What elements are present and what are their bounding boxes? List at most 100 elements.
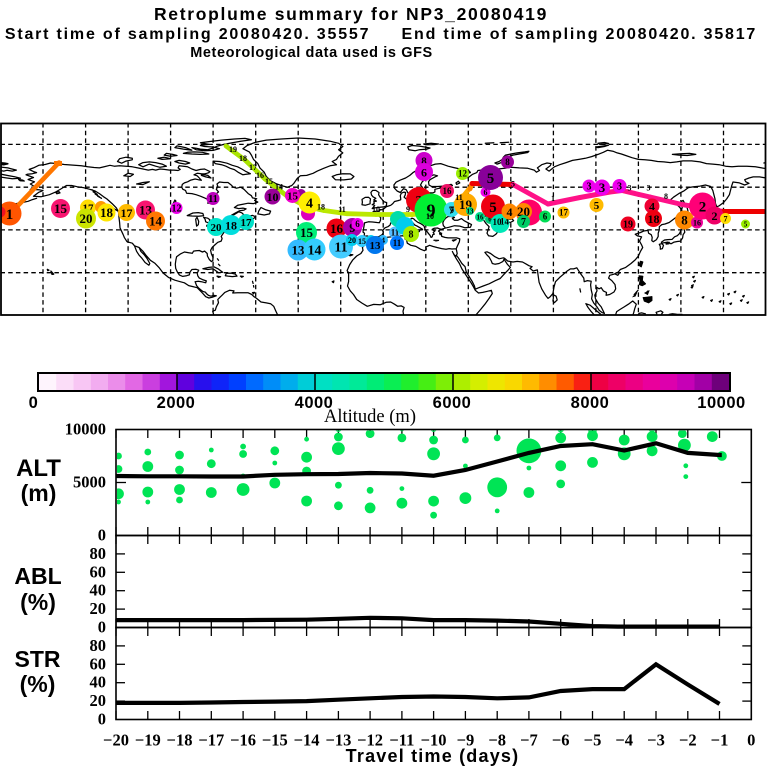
svg-text:2000: 2000 [157, 394, 196, 412]
svg-text:ALT: ALT [16, 455, 61, 482]
svg-text:8: 8 [505, 157, 510, 167]
svg-text:(%): (%) [20, 671, 56, 697]
svg-text:15: 15 [300, 225, 314, 240]
svg-text:6: 6 [355, 219, 360, 229]
svg-text:5000: 5000 [73, 473, 106, 492]
svg-text:−1: −1 [711, 731, 729, 750]
svg-text:4: 4 [381, 236, 385, 245]
svg-text:6: 6 [484, 188, 488, 197]
svg-text:−9: −9 [457, 731, 475, 750]
svg-text:2: 2 [699, 199, 707, 215]
svg-text:12: 12 [458, 169, 468, 179]
svg-text:1: 1 [551, 194, 555, 203]
svg-text:0: 0 [747, 731, 755, 750]
svg-text:7: 7 [521, 217, 526, 228]
svg-text:14: 14 [275, 183, 283, 192]
svg-text:−15: −15 [262, 731, 288, 750]
svg-text:13: 13 [292, 243, 306, 258]
svg-text:17: 17 [121, 206, 133, 220]
svg-text:1: 1 [6, 207, 14, 223]
svg-text:17: 17 [249, 163, 257, 172]
svg-text:5: 5 [594, 200, 600, 212]
svg-text:18: 18 [100, 205, 114, 220]
svg-text:−3: −3 [647, 731, 665, 750]
svg-text:4: 4 [507, 205, 513, 219]
svg-text:Travel time (days): Travel time (days) [346, 746, 520, 766]
svg-text:3: 3 [617, 182, 622, 193]
svg-text:13: 13 [467, 208, 475, 216]
svg-text:Retroplume summary for NP3_200: Retroplume summary for NP3_20080419 [154, 4, 548, 24]
svg-text:17: 17 [559, 208, 569, 218]
svg-text:6: 6 [421, 165, 427, 179]
svg-text:6000: 6000 [433, 394, 472, 412]
svg-text:−18: −18 [167, 731, 193, 750]
svg-text:7: 7 [449, 205, 455, 217]
svg-text:5: 5 [487, 171, 495, 187]
svg-text:9: 9 [349, 220, 356, 235]
svg-text:13: 13 [370, 240, 382, 252]
svg-text:4: 4 [649, 199, 655, 213]
svg-text:9: 9 [406, 205, 410, 214]
svg-text:14: 14 [149, 214, 163, 229]
svg-text:−19: −19 [135, 731, 161, 750]
svg-text:12: 12 [172, 204, 182, 215]
svg-text:0: 0 [29, 394, 39, 412]
svg-text:Altitude (m): Altitude (m) [324, 407, 416, 427]
svg-text:ABL: ABL [14, 563, 61, 589]
svg-text:19: 19 [229, 145, 237, 154]
svg-text:5: 5 [744, 221, 748, 229]
svg-text:80: 80 [90, 636, 107, 655]
svg-text:16: 16 [477, 214, 485, 222]
svg-text:20: 20 [90, 599, 107, 618]
svg-text:8: 8 [409, 230, 414, 241]
svg-text:19: 19 [623, 220, 633, 231]
svg-text:8: 8 [664, 192, 668, 201]
svg-text:(m): (m) [21, 480, 57, 506]
svg-text:17: 17 [241, 217, 253, 229]
svg-text:10: 10 [426, 212, 434, 221]
svg-text:10000: 10000 [65, 420, 106, 439]
svg-text:14: 14 [308, 244, 322, 259]
svg-text:−5: −5 [584, 731, 602, 750]
svg-text:11: 11 [334, 241, 347, 256]
svg-text:Start time of sampling 2008042: Start time of sampling 20080420. 35557 E… [5, 26, 757, 43]
svg-text:4000: 4000 [295, 394, 334, 412]
svg-text:5: 5 [511, 180, 515, 189]
svg-text:−14: −14 [294, 731, 320, 750]
svg-text:16: 16 [443, 186, 453, 196]
svg-text:2: 2 [712, 209, 718, 223]
svg-text:18: 18 [225, 218, 237, 232]
svg-text:11: 11 [208, 194, 217, 205]
svg-text:60: 60 [90, 562, 107, 581]
svg-text:10: 10 [493, 217, 503, 227]
svg-text:5: 5 [489, 200, 497, 216]
svg-text:17: 17 [83, 203, 95, 215]
svg-text:20: 20 [90, 691, 107, 710]
svg-text:−20: −20 [103, 731, 129, 750]
svg-text:0: 0 [98, 618, 106, 637]
svg-text:9: 9 [450, 206, 454, 215]
svg-text:15: 15 [54, 201, 68, 216]
svg-text:7: 7 [724, 214, 728, 223]
svg-text:80: 80 [90, 544, 107, 563]
svg-text:10: 10 [372, 205, 380, 214]
svg-text:20: 20 [517, 204, 530, 219]
svg-text:−16: −16 [230, 731, 256, 750]
svg-text:3: 3 [628, 184, 632, 193]
svg-text:4: 4 [306, 197, 313, 212]
svg-text:40: 40 [90, 581, 107, 600]
svg-text:11: 11 [391, 228, 400, 238]
svg-text:11: 11 [393, 238, 402, 248]
svg-text:14: 14 [500, 217, 510, 227]
svg-text:−10: −10 [421, 731, 447, 750]
svg-text:18: 18 [648, 212, 660, 226]
svg-text:−12: −12 [357, 731, 383, 750]
svg-text:16: 16 [256, 171, 264, 180]
svg-text:9: 9 [427, 201, 436, 221]
svg-text:6: 6 [488, 216, 492, 224]
svg-text:0: 0 [98, 526, 106, 545]
svg-text:8: 8 [681, 213, 688, 228]
svg-text:10000: 10000 [697, 394, 745, 412]
svg-text:20: 20 [80, 211, 93, 226]
svg-text:STR: STR [15, 646, 61, 672]
